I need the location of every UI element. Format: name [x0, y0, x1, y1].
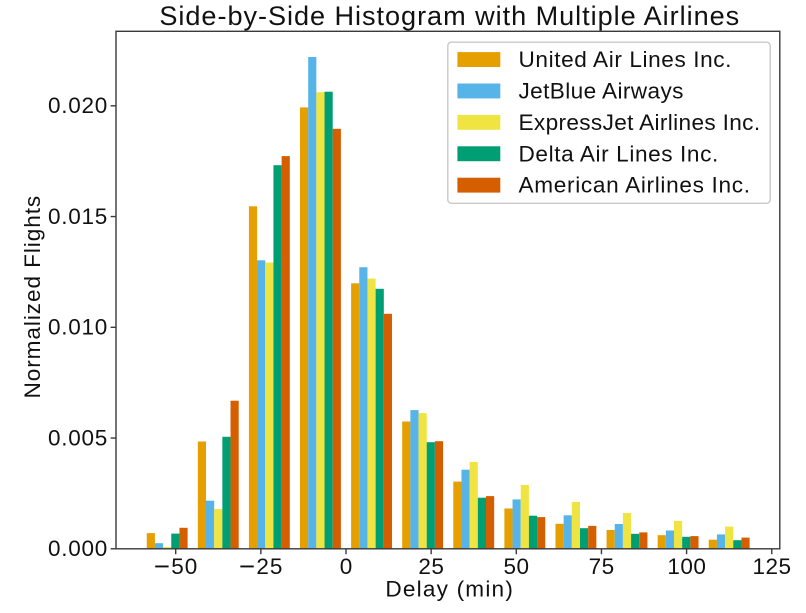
svg-text:0.020: 0.020 [48, 93, 108, 118]
svg-text:Delta Air Lines Inc.: Delta Air Lines Inc. [519, 141, 719, 166]
svg-text:100: 100 [667, 554, 706, 579]
svg-text:25: 25 [256, 554, 283, 579]
svg-text:Delay (min): Delay (min) [385, 577, 514, 602]
svg-text:Side-by-Side Histogram with Mu: Side-by-Side Histogram with Multiple Air… [159, 0, 740, 31]
svg-text:United Air Lines Inc.: United Air Lines Inc. [519, 47, 733, 72]
svg-text:25: 25 [418, 554, 444, 579]
svg-text:0.015: 0.015 [48, 204, 108, 229]
svg-text:0: 0 [340, 554, 353, 579]
svg-text:JetBlue Airways: JetBlue Airways [519, 78, 684, 103]
svg-text:Normalized Flights: Normalized Flights [20, 195, 45, 399]
svg-text:50: 50 [171, 554, 198, 579]
svg-text:0.005: 0.005 [48, 425, 108, 450]
svg-text:50: 50 [504, 554, 530, 579]
svg-text:ExpressJet Airlines Inc.: ExpressJet Airlines Inc. [519, 110, 761, 135]
svg-text:125: 125 [752, 554, 791, 579]
svg-text:0.000: 0.000 [48, 536, 108, 561]
svg-text:75: 75 [589, 554, 615, 579]
svg-text:0.010: 0.010 [48, 315, 108, 340]
svg-text:American Airlines Inc.: American Airlines Inc. [519, 173, 751, 198]
